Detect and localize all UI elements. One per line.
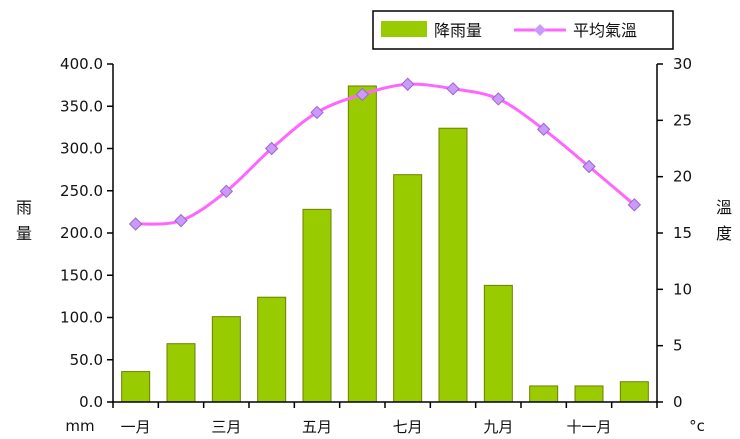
x-tick-label: 三月 <box>211 418 241 436</box>
legend: 降雨量 平均氣溫 <box>372 10 674 50</box>
right-tick-label: 10 <box>673 280 692 298</box>
x-tick-label: 十一月 <box>566 418 611 436</box>
rainfall-bar-5 <box>302 208 332 403</box>
rainfall-bars <box>121 85 649 403</box>
temperature-marker-3 <box>219 184 234 199</box>
temperature-marker-11 <box>582 159 596 174</box>
right-tick-label: 15 <box>673 224 692 242</box>
temperature-marker-12 <box>627 198 642 212</box>
right-axis-ticks: 0 5 10 15 20 25 30 <box>657 55 692 411</box>
left-tick-label: 350.0 <box>60 97 103 115</box>
left-tick-label: 0.0 <box>79 393 103 411</box>
x-tick-label: 九月 <box>483 418 513 436</box>
x-tick-label: 一月 <box>121 418 151 436</box>
right-axis-title: 溫 度 <box>716 198 732 243</box>
right-axis-title-char-2: 度 <box>716 224 732 243</box>
rainfall-bar-9 <box>483 284 513 403</box>
x-axis-ticks: 一月 三月 五月 七月 九月 十一月 <box>112 402 658 436</box>
left-tick-label: 200.0 <box>60 224 103 242</box>
x-tick-label: 五月 <box>302 418 332 436</box>
rainfall-bar-11 <box>574 385 604 403</box>
left-tick-label: 150.0 <box>60 266 103 284</box>
rainfall-bar-10 <box>529 385 559 403</box>
rainfall-bar-8 <box>438 127 468 403</box>
legend-rainfall-label: 降雨量 <box>434 21 482 40</box>
temperature-marker-1 <box>128 217 143 231</box>
left-tick-label: 300.0 <box>60 140 103 158</box>
rainfall-bar-2 <box>166 343 196 403</box>
rainfall-bar-4 <box>257 296 287 403</box>
left-axis-ticks: 0.0 50.0 100.0 150.0 200.0 250.0 300.0 350.0 400… <box>60 55 113 411</box>
temperature-line <box>135 82 636 226</box>
legend-temperature-marker <box>534 24 546 36</box>
temperature-marker-5 <box>310 105 324 120</box>
right-axis-unit: °c <box>689 417 705 435</box>
left-axis-title-char-2: 量 <box>16 224 32 243</box>
left-tick-label: 50.0 <box>70 351 103 369</box>
right-tick-label: 25 <box>673 111 692 129</box>
right-tick-label: 5 <box>673 337 683 355</box>
right-tick-label: 20 <box>673 168 692 186</box>
right-axis-title-char-1: 溫 <box>716 198 732 217</box>
legend-temperature-label: 平均氣溫 <box>573 21 637 40</box>
temperature-marker-4 <box>264 141 279 156</box>
left-tick-label: 250.0 <box>60 182 103 200</box>
rainfall-bar-1 <box>121 371 151 403</box>
temperature-marker-7 <box>400 77 415 91</box>
left-axis-unit: mm <box>65 417 94 435</box>
temperature-marker-8 <box>446 82 460 96</box>
right-tick-label: 0 <box>673 393 683 411</box>
right-tick-label: 30 <box>673 55 692 73</box>
rainfall-bar-6 <box>347 85 377 403</box>
temperature-marker-10 <box>536 122 551 137</box>
temperature-marker-6 <box>355 87 370 102</box>
left-axis-title-char-1: 雨 <box>16 198 32 217</box>
rainfall-bar-7 <box>393 174 423 403</box>
legend-rainfall-swatch <box>381 21 427 37</box>
left-axis-title: 雨 量 <box>16 198 32 243</box>
left-tick-label: 400.0 <box>60 55 103 73</box>
temperature-marker-2 <box>174 213 188 228</box>
rainfall-bar-3 <box>211 316 241 403</box>
rainfall-bar-12 <box>619 381 649 403</box>
temperature-marker-9 <box>491 92 506 106</box>
x-tick-label: 七月 <box>393 418 423 436</box>
left-tick-label: 100.0 <box>60 309 103 327</box>
temperature-markers <box>128 77 642 231</box>
